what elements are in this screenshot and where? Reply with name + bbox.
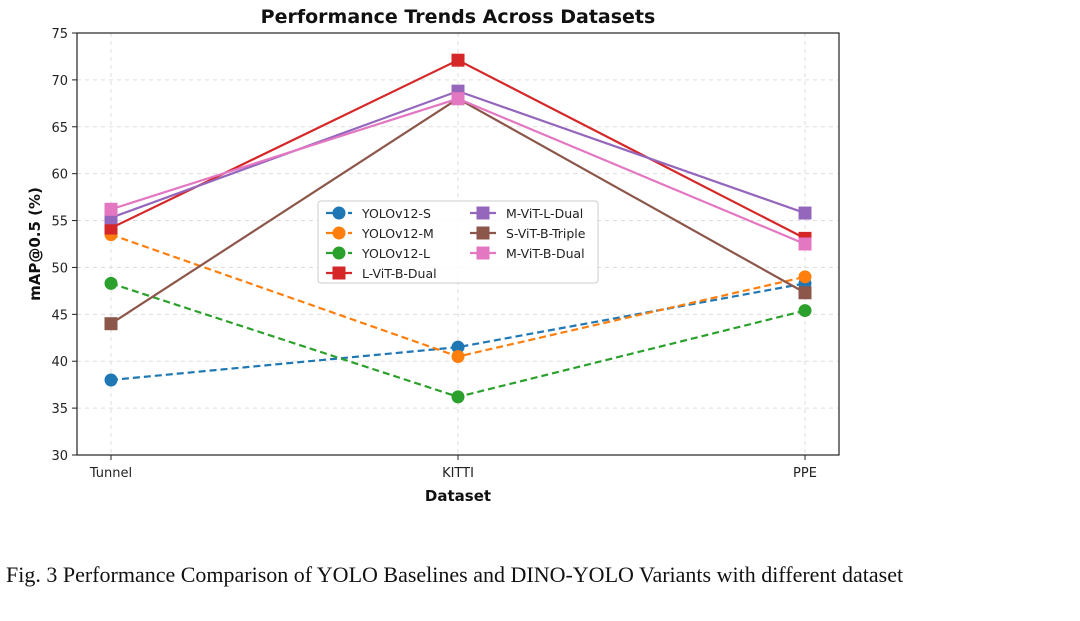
legend-marker-s-vit-b-triple	[476, 226, 490, 240]
legend-marker-m-vit-l-dual	[476, 206, 490, 220]
y-tick-label: 35	[51, 402, 68, 417]
point-yolov12-l	[104, 276, 118, 290]
legend: YOLOv12-S YOLOv12-M YOLOv12-L L-ViT-B-Dual M…	[317, 200, 599, 284]
legend-label-yolov12-l: YOLOv12-L	[361, 246, 430, 261]
y-tick-label: 70	[51, 74, 68, 89]
y-tick-label: 75	[51, 27, 68, 42]
series-line-yolov12-s	[110, 282, 806, 382]
legend-marker-yolov12-s	[332, 206, 346, 220]
x-axis-label: Dataset	[425, 487, 491, 505]
chart-title: Performance Trends Across Datasets	[261, 6, 656, 28]
legend-label-l-vit-b-dual: L-ViT-B-Dual	[362, 266, 437, 281]
legend-label-yolov12-s: YOLOv12-S	[361, 206, 431, 221]
point-s-vit-b-triple	[798, 286, 812, 300]
x-tick-label: PPE	[793, 466, 817, 481]
point-m-vit-b-dual	[451, 92, 465, 106]
legend-box	[317, 200, 599, 284]
point-yolov12-l	[451, 390, 465, 404]
legend-label-m-vit-b-dual: M-ViT-B-Dual	[506, 246, 585, 261]
legend-marker-m-vit-b-dual	[476, 246, 490, 260]
line-chart: 30 35 40 45 50 55 60 65 70 75 Tunnel KITTI PPE Perf…	[26, 6, 840, 505]
point-yolov12-s	[104, 373, 118, 387]
legend-label-m-vit-l-dual: M-ViT-L-Dual	[506, 206, 583, 221]
point-l-vit-b-dual	[104, 221, 118, 235]
series	[104, 53, 812, 404]
point-yolov12-l	[798, 304, 812, 318]
point-yolov12-m	[451, 350, 465, 364]
point-m-vit-l-dual	[798, 206, 812, 220]
x-tick-label: Tunnel	[89, 466, 132, 481]
legend-label-yolov12-m: YOLOv12-M	[361, 226, 434, 241]
x-tick-label: KITTI	[442, 466, 474, 481]
y-tick-label: 60	[51, 168, 68, 183]
legend-marker-yolov12-l	[332, 246, 346, 260]
figure-caption: Fig. 3 Performance Comparison of YOLO Ba…	[6, 562, 904, 587]
y-tick-label: 65	[51, 121, 68, 136]
y-tick-label: 40	[51, 355, 68, 370]
y-tick-label: 50	[51, 261, 68, 276]
legend-label-s-vit-b-triple: S-ViT-B-Triple	[506, 226, 586, 241]
point-yolov12-m	[798, 270, 812, 284]
x-axis-ticks: Tunnel KITTI PPE	[89, 455, 817, 481]
legend-marker-l-vit-b-dual	[332, 266, 346, 280]
point-l-vit-b-dual	[451, 53, 465, 67]
y-axis-ticks: 30 35 40 45 50 55 60 65 70 75	[51, 27, 77, 464]
point-m-vit-b-dual	[104, 202, 118, 216]
y-tick-label: 55	[51, 215, 68, 230]
point-yolov12-s	[451, 340, 465, 354]
y-tick-label: 45	[51, 308, 68, 323]
point-m-vit-b-dual	[798, 237, 812, 251]
y-tick-label: 30	[51, 449, 68, 464]
y-axis-label: mAP@0.5 (%)	[26, 187, 44, 301]
point-s-vit-b-triple	[104, 317, 118, 331]
legend-marker-yolov12-m	[332, 226, 346, 240]
